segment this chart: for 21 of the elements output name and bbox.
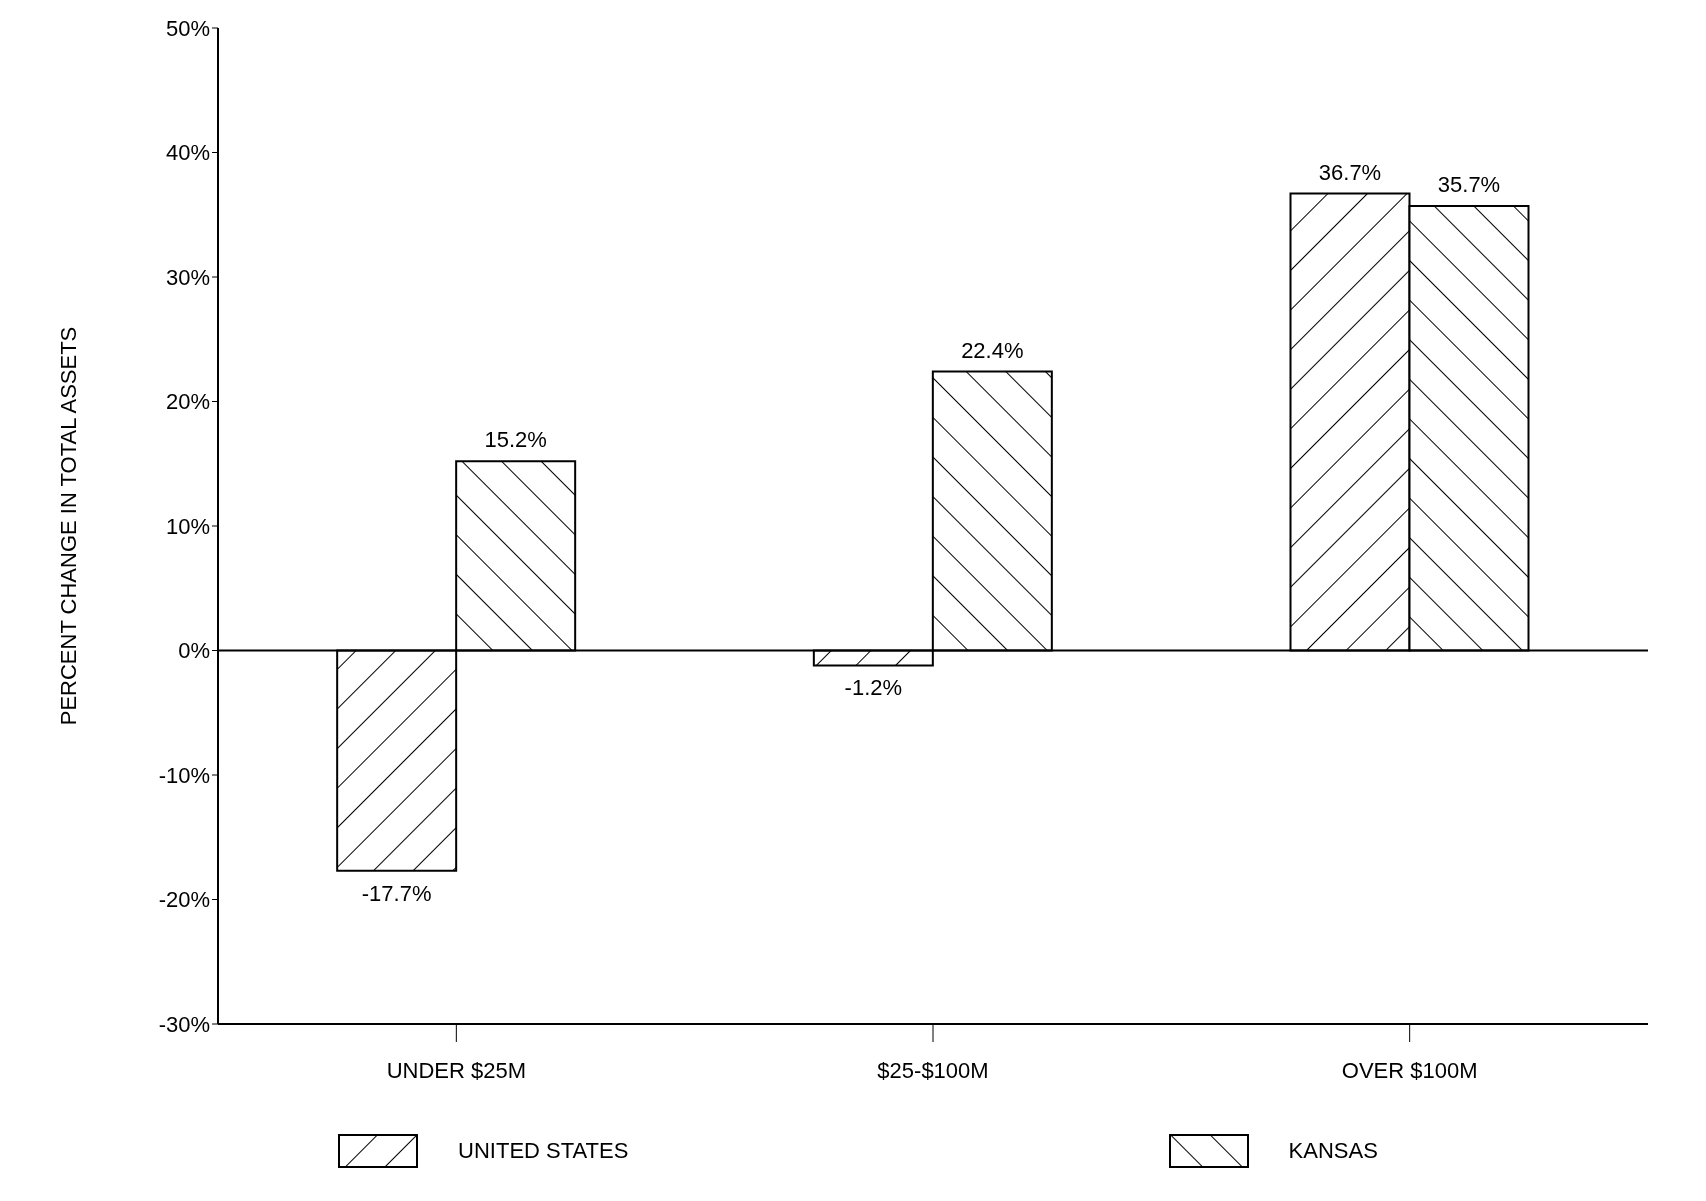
data-label: -17.7% xyxy=(361,880,432,906)
y-tick-label: 50% xyxy=(165,15,210,41)
y-axis-title: PERCENT CHANGE IN TOTAL ASSETS xyxy=(55,326,81,726)
y-tick-label: 30% xyxy=(165,264,210,290)
data-label: 22.4% xyxy=(961,337,1024,363)
y-tick-label: 20% xyxy=(165,389,210,415)
y-tick-label: 10% xyxy=(165,513,210,539)
y-tick-label: 0% xyxy=(178,638,210,664)
x-tick-label: UNDER $25M xyxy=(386,1057,527,1083)
x-tick-label: OVER $100M xyxy=(1341,1057,1478,1083)
legend-label: KANSAS xyxy=(1288,1138,1378,1164)
legend-label: UNITED STATES xyxy=(458,1138,629,1164)
y-tick-label: -30% xyxy=(158,1011,210,1037)
y-tick-label: -20% xyxy=(158,887,210,913)
data-label: -1.2% xyxy=(844,675,903,701)
data-label: 36.7% xyxy=(1318,159,1382,185)
x-tick-label: $25-$100M xyxy=(877,1057,989,1083)
y-tick-label: 40% xyxy=(165,140,210,166)
y-tick-label: -10% xyxy=(158,762,210,788)
data-label: 15.2% xyxy=(484,427,547,453)
data-label: 35.7% xyxy=(1437,172,1501,198)
